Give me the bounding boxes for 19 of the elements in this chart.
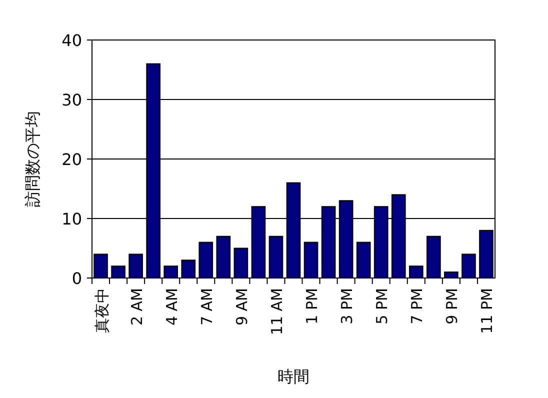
y-axis-title: 訪問数の平均 <box>23 111 42 207</box>
y-tick-label: 20 <box>62 150 82 169</box>
x-tick-label: 11 AM <box>268 288 286 336</box>
x-tick-label: 1 PM <box>303 288 322 324</box>
x-tick-label: 7 PM <box>408 288 426 324</box>
x-tick-label: 11 PM <box>478 288 496 334</box>
x-tick-label: 3 PM <box>338 288 356 324</box>
x-axis-title: 時間 <box>278 367 310 386</box>
x-tick-label: 9 PM <box>443 288 462 324</box>
x-tick-label: 7 AM <box>198 288 216 326</box>
x-tick-label: 2 AM <box>128 288 146 326</box>
x-tick-label: 4 AM <box>162 288 181 326</box>
y-tick-label: 0 <box>72 269 82 288</box>
y-tick-label: 30 <box>62 90 82 110</box>
x-tick-label: 9 AM <box>232 288 251 326</box>
y-tick-label: 40 <box>62 31 82 50</box>
x-tick-label: 真夜中 <box>92 288 111 333</box>
x-tick-label: 5 PM <box>373 288 392 324</box>
y-tick-label: 10 <box>62 210 82 228</box>
